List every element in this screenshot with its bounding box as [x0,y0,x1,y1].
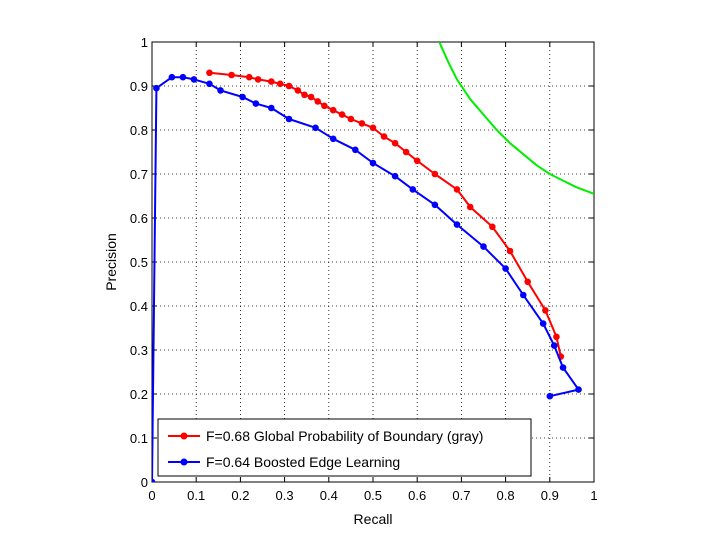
data-point [489,223,496,231]
x-tick-label: 0.2 [231,488,249,503]
data-point [550,342,558,349]
y-axis-label: Precision [103,233,119,291]
y-tick-label: 0.7 [130,167,148,182]
y-tick-label: 0.6 [130,211,148,226]
series-line-0 [209,71,562,357]
x-tick-label: 0.8 [497,488,515,503]
data-point [254,76,262,83]
y-tick-label: 0.8 [130,123,148,138]
x-tick-label: 1 [590,488,597,503]
legend-entry-bel: F=0.64 Boosted Edge Learning [206,454,400,470]
data-point [217,87,224,94]
y-axis-ticks: 0 0.1 0.2 0.3 0.4 0.5 0.6 0.7 0.8 0.9 1 [130,35,594,490]
y-tick-label: 0.2 [130,387,148,402]
data-point [409,186,417,193]
y-tick-label: 0.4 [130,299,148,314]
data-point [506,247,514,255]
data-point [329,106,337,114]
y-tick-label: 0.5 [130,255,148,270]
series-2 [438,42,594,195]
data-point [575,386,582,393]
data-point [245,73,253,81]
grid-lines [152,42,594,482]
data-point [524,278,531,286]
legend-box [157,418,532,477]
x-tick-label: 0.4 [320,488,338,503]
x-tick-label: 0.6 [408,488,426,503]
data-point [321,102,328,110]
data-point [502,265,509,272]
data-point [402,148,410,156]
data-point [252,100,260,107]
series-layer [152,42,594,482]
data-point [519,291,527,299]
data-point [453,186,461,193]
data-point [480,243,487,250]
data-point [369,159,377,167]
series-line-2 [438,42,594,195]
data-point [413,157,421,165]
data-point [276,80,284,88]
data-point [153,84,160,92]
data-point [391,139,399,147]
data-point [453,221,461,228]
data-point [152,478,156,482]
data-point [358,120,366,127]
data-point [380,133,388,140]
data-point [539,320,547,327]
x-tick-label: 0.3 [276,488,294,503]
data-point [312,124,319,132]
data-point [553,333,560,341]
data-point [466,203,474,211]
y-tick-label: 0.1 [130,431,148,446]
x-tick-label: 0 [148,488,155,503]
y-tick-label: 1 [141,35,148,50]
data-point [268,104,275,112]
x-tick-label: 0.5 [364,488,382,503]
data-point [546,392,554,400]
data-point [431,201,439,209]
y-tick-label: 0 [141,475,148,490]
data-point [301,91,308,99]
legend: F=0.68 Global Probability of Boundary (g… [157,418,532,477]
data-point [285,82,293,90]
data-point [268,78,275,85]
data-point [179,73,187,81]
y-tick-label: 0.3 [130,343,148,358]
legend-marker-bel [180,458,188,466]
data-point [314,98,322,105]
data-point [329,135,337,143]
y-tick-label: 0.9 [130,79,148,94]
data-point [206,80,213,88]
data-point [285,115,293,123]
series-0 [206,69,565,360]
data-point [559,364,567,371]
data-point [206,69,213,77]
data-point [431,170,439,178]
data-point [391,172,399,180]
data-point [347,115,355,123]
data-point [168,73,176,81]
data-point [352,146,359,154]
legend-marker-gpb [180,432,188,440]
x-tick-label: 0.9 [541,488,559,503]
data-point [239,93,246,101]
x-tick-label: 0.1 [187,488,205,503]
data-point [294,87,302,94]
x-tick-label: 0.7 [452,488,470,503]
data-point [338,111,346,118]
data-point [307,93,315,101]
x-axis-label: Recall [354,511,393,527]
data-point [228,71,235,79]
data-point [542,307,549,314]
series-1 [152,73,582,482]
x-axis-ticks: 0 0.1 0.2 0.3 0.4 0.5 0.6 0.7 0.8 0.9 1 [148,42,598,503]
data-point [369,124,377,132]
data-point [190,76,198,83]
legend-entry-gpb: F=0.68 Global Probability of Boundary (g… [206,428,483,444]
